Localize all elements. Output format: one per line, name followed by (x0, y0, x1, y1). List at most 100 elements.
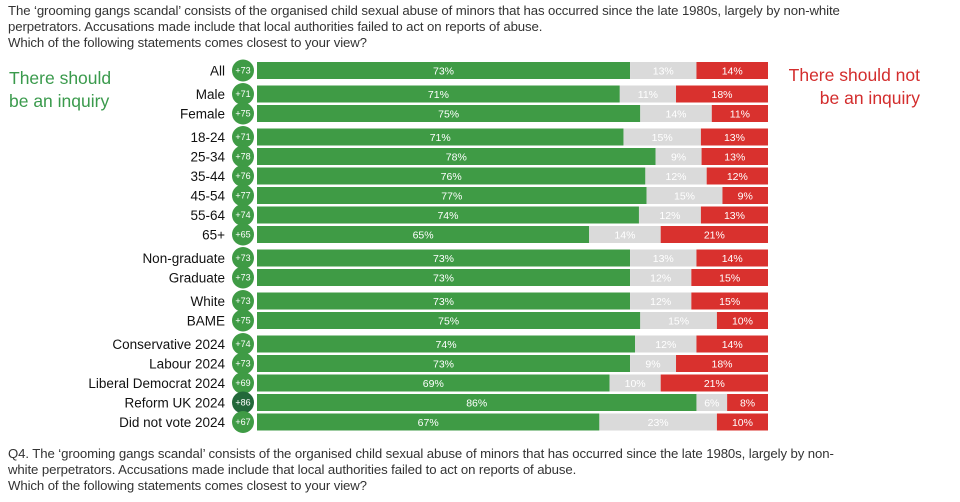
category-label: All (210, 64, 225, 79)
bar-segment-no-inquiry (727, 394, 768, 411)
value-label: 15% (719, 296, 740, 308)
category-label: 35-44 (190, 169, 225, 184)
value-label: 15% (652, 132, 673, 144)
bar-segment-inquiry (257, 187, 647, 204)
net-score-label: +77 (235, 191, 250, 201)
value-label: 14% (666, 109, 687, 121)
value-label: 10% (732, 417, 753, 429)
legend-no-inquiry: There should not be an inquiry (760, 64, 920, 110)
bar-segment-no-inquiry (722, 187, 768, 204)
category-label: 18-24 (190, 130, 225, 145)
bar-segment-dont-know (630, 355, 677, 372)
net-score-label: +74 (235, 339, 250, 349)
net-score-badge (232, 102, 254, 125)
net-score-badge (232, 309, 254, 332)
category-label: Female (180, 107, 225, 122)
value-label: 73% (433, 253, 454, 265)
value-label: 12% (650, 273, 671, 285)
category-label: Liberal Democrat 2024 (88, 376, 225, 391)
value-label: 18% (712, 359, 733, 371)
net-score-label: +73 (235, 359, 250, 369)
value-label: 76% (441, 171, 462, 183)
net-score-label: +75 (235, 109, 250, 119)
bar-segment-dont-know (619, 85, 677, 103)
net-score-label: +71 (235, 132, 250, 142)
bar-segment-no-inquiry (706, 167, 768, 185)
bar-segment-dont-know (696, 394, 728, 411)
value-label: 9% (671, 152, 686, 164)
value-label: 73% (433, 296, 454, 308)
value-label: 77% (441, 191, 462, 203)
value-label: 78% (446, 152, 467, 164)
bar-segment-no-inquiry (691, 292, 768, 310)
net-score-badge (232, 352, 254, 375)
net-score-label: +67 (235, 417, 250, 427)
category-label: Non-graduate (142, 251, 225, 266)
question-footer: Q4. The ‘grooming gangs scandal’ consist… (8, 446, 948, 494)
value-label: 14% (614, 230, 635, 242)
net-score-label: +73 (235, 66, 250, 76)
bar-segment-inquiry (257, 128, 624, 146)
bar-segment-dont-know (640, 312, 717, 329)
net-score-badge (232, 290, 254, 312)
bar-segment-no-inquiry (696, 62, 768, 79)
bar-segment-inquiry (257, 167, 646, 185)
value-label: 73% (433, 66, 454, 78)
bar-segment-no-inquiry (700, 128, 768, 146)
bar-segment-dont-know (630, 62, 697, 79)
value-label: 23% (648, 417, 669, 429)
bar-segment-dont-know (655, 148, 702, 165)
bar-segment-inquiry (257, 148, 656, 165)
net-score-badge (232, 223, 254, 246)
value-label: 13% (724, 152, 745, 164)
value-label: 12% (650, 296, 671, 308)
value-label: 21% (704, 230, 725, 242)
value-label: 15% (719, 273, 740, 285)
bar-segment-no-inquiry (676, 355, 768, 372)
legend-no-line-2: be an inquiry (819, 88, 920, 108)
value-label: 14% (722, 253, 743, 265)
value-label: 74% (437, 210, 458, 222)
value-label: 12% (666, 171, 687, 183)
bar-segment-dont-know (589, 226, 661, 243)
value-label: 86% (466, 398, 487, 410)
question-header: The ‘grooming gangs scandal’ consists of… (8, 3, 948, 51)
bar-segment-no-inquiry (696, 249, 768, 267)
value-label: 11% (730, 109, 750, 121)
bar-segment-no-inquiry (716, 312, 768, 329)
bar-segment-no-inquiry (691, 269, 768, 286)
bar-segment-inquiry (257, 85, 620, 103)
value-label: 13% (653, 253, 674, 265)
bar-segment-inquiry (257, 292, 631, 310)
net-score-label: +76 (235, 171, 250, 181)
question-header-line-3: Which of the following statements comes … (8, 35, 367, 50)
bar-segment-inquiry (257, 105, 641, 122)
bar-segment-dont-know (609, 374, 661, 392)
net-score-label: +65 (235, 230, 250, 240)
legend-no-line-1: There should not (788, 65, 920, 85)
value-label: 8% (740, 398, 755, 410)
value-label: 73% (433, 273, 454, 285)
bar-segment-inquiry (257, 62, 631, 79)
net-score-badge (232, 247, 254, 269)
net-score-badge (232, 59, 254, 82)
value-label: 71% (430, 132, 451, 144)
bar-segment-no-inquiry (701, 148, 768, 165)
value-label: 74% (436, 339, 457, 351)
question-header-line-1: The ‘grooming gangs scandal’ consists of… (8, 3, 840, 18)
value-label: 10% (625, 378, 646, 390)
value-label: 6% (704, 398, 719, 410)
value-label: 13% (653, 66, 674, 78)
net-score-badge (232, 411, 254, 433)
question-footer-line-2: white perpetrators. Accusations made inc… (8, 462, 577, 477)
net-score-badge (232, 126, 254, 148)
value-label: 15% (674, 191, 695, 203)
net-score-label: +74 (235, 210, 250, 220)
bar-segment-inquiry (257, 249, 631, 267)
value-label: 12% (659, 210, 680, 222)
bar-segment-dont-know (638, 206, 701, 224)
category-label: Labour 2024 (149, 357, 225, 372)
net-score-label: +86 (235, 398, 250, 408)
value-label: 15% (668, 316, 689, 328)
value-label: 14% (722, 66, 743, 78)
